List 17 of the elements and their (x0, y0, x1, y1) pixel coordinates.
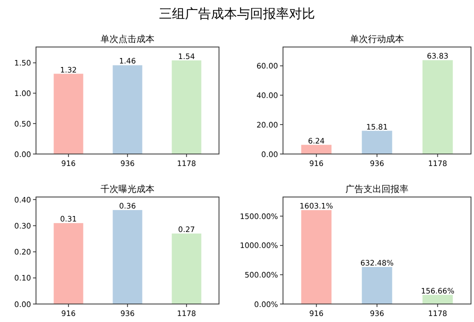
bar (112, 210, 142, 304)
chart-title: 广告支出回报率 (346, 184, 408, 195)
text: 三组广告成本与回报率对比 (159, 6, 315, 22)
bar (172, 60, 202, 154)
bar (422, 294, 453, 304)
chart-title: 千次曝光成本 (100, 184, 154, 195)
bar (422, 60, 453, 154)
bar (362, 266, 392, 304)
chart-title: 单次点击成本 (100, 34, 154, 45)
chart-title: 单次行动成本 (350, 34, 404, 45)
bar (112, 65, 142, 154)
bar (301, 144, 332, 154)
bar (54, 223, 84, 304)
bar (54, 74, 84, 154)
bar (301, 210, 332, 304)
bar (362, 130, 392, 154)
bar (172, 234, 202, 304)
